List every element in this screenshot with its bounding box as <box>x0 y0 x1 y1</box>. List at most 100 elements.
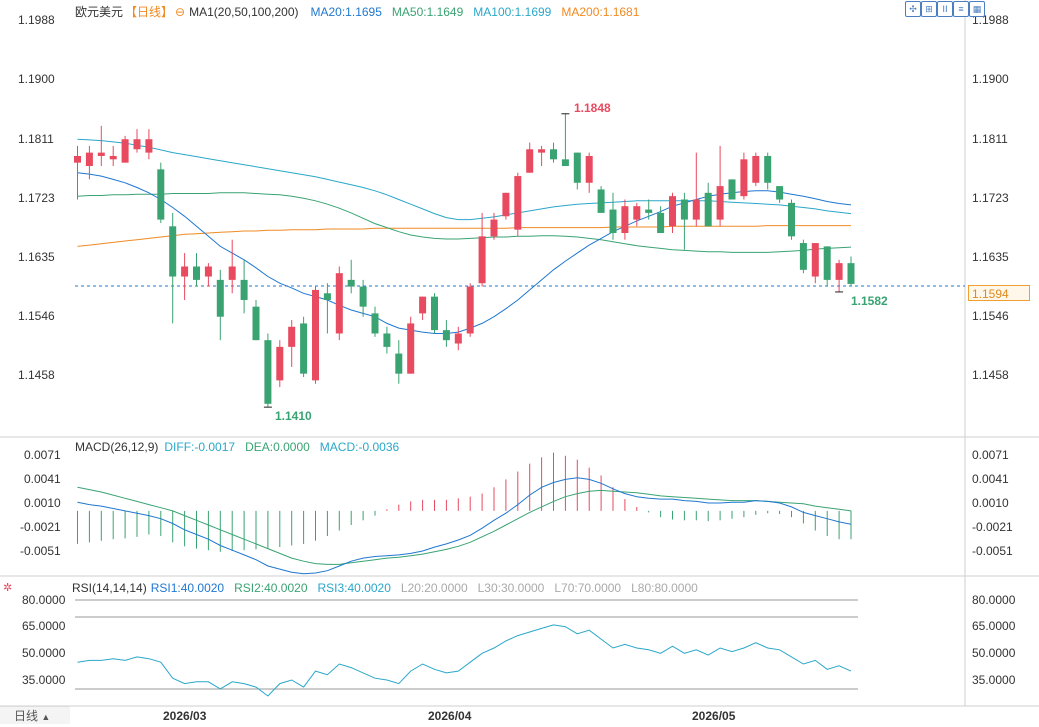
current-price-value: 1.1594 <box>972 287 1009 301</box>
candle-body <box>692 199 700 220</box>
macd-tick-left: 0.0010 <box>24 496 61 510</box>
candle <box>478 212 486 287</box>
macd-tick: 0.0071 <box>972 448 1009 462</box>
candle <box>538 145 546 167</box>
eye-icon[interactable]: ⊖ <box>175 5 186 19</box>
rsi-l30: L30:30.0000 <box>477 581 545 595</box>
rsi-tick: 35.0000 <box>972 673 1016 687</box>
candle-body <box>621 206 629 233</box>
candle-body <box>442 330 450 341</box>
price-tick: 1.1546 <box>972 309 1009 323</box>
grid-icon[interactable]: ▦ <box>969 1 985 17</box>
price-tick: 1.1458 <box>972 368 1009 382</box>
rsi-series <box>77 624 852 697</box>
candle-body <box>669 196 676 227</box>
crosshair-icon[interactable]: ✣ <box>905 1 921 17</box>
candle <box>121 135 129 163</box>
candle-body <box>157 169 165 220</box>
candle-body <box>74 155 81 163</box>
macd-tick-left: -0.0051 <box>20 544 61 558</box>
candle <box>383 326 391 354</box>
rsi-tick-left: 35.0000 <box>22 673 66 687</box>
candle <box>133 129 141 153</box>
candle-body <box>847 263 855 284</box>
price-tick: 1.1635 <box>972 250 1009 264</box>
candle-body <box>633 206 641 220</box>
candle-body <box>145 139 153 153</box>
candle <box>109 145 117 167</box>
candle <box>228 239 236 294</box>
candle-body <box>704 192 712 227</box>
x-axis-label: 2026/03 <box>163 709 207 723</box>
period-switch-label: 日线 <box>14 709 39 723</box>
candle-body <box>716 186 724 220</box>
candle-body <box>383 333 391 347</box>
price-tick-left: 1.1458 <box>18 368 55 382</box>
candle <box>788 199 795 240</box>
price-tick-left: 1.1723 <box>18 191 55 205</box>
candle <box>371 306 379 337</box>
rsi-tick: 80.0000 <box>972 593 1016 607</box>
candle <box>407 316 415 374</box>
rsi-label: RSI(14,14,14) <box>72 581 147 595</box>
candle-body <box>431 296 438 331</box>
price-axis: 1.1988 1.1900 1.1811 1.1723 1.1635 1.154… <box>972 13 1009 382</box>
candle <box>835 259 843 292</box>
candle <box>431 293 438 334</box>
candle <box>526 142 534 173</box>
candles <box>74 113 855 408</box>
rsi-tick: 50.0000 <box>972 646 1016 660</box>
candle-body <box>764 155 772 183</box>
candle <box>692 152 700 227</box>
candle-body <box>335 273 343 334</box>
macd-tick: 0.0010 <box>972 496 1009 510</box>
ma100-value: MA100:1.1699 <box>473 5 552 19</box>
x-axis: 2026/03 2026/04 2026/05 <box>163 709 736 723</box>
candle-body <box>181 266 189 277</box>
candle-body <box>573 152 581 183</box>
candle <box>193 253 200 287</box>
price-tick-left: 1.1900 <box>18 72 55 86</box>
symbol-name: 欧元美元 <box>75 5 124 19</box>
ma-label: MA1(20,50,100,200) <box>189 5 299 19</box>
candle-body <box>657 212 665 233</box>
macd-dea-value: DEA:0.0000 <box>245 440 310 454</box>
rsi-tick-left: 80.0000 <box>22 593 66 607</box>
high-annotation: 1.1848 <box>574 101 611 115</box>
candle <box>669 192 676 233</box>
price-tick: 1.1811 <box>972 132 1008 146</box>
indicator-icon[interactable]: ⅠⅠ <box>937 1 953 17</box>
candle-body <box>300 323 308 374</box>
candle-body <box>799 243 807 270</box>
candle-body <box>204 266 212 277</box>
current-price-flag: 1.1594 <box>968 285 1030 301</box>
candle <box>847 256 855 287</box>
candle-body <box>502 192 510 217</box>
period-label: 【日线】 <box>125 5 174 19</box>
rsi-axis: 80.0000 65.0000 50.0000 35.0000 80.0000 … <box>22 593 1016 687</box>
list-icon[interactable]: ≡ <box>953 1 969 17</box>
macd-tick-left: 0.0071 <box>24 448 61 462</box>
candle <box>680 192 688 250</box>
candle <box>216 269 224 341</box>
candle <box>502 192 510 220</box>
period-switch-button[interactable]: 日线 ▲ <box>0 706 70 724</box>
zoom-fit-icon[interactable]: ⊞ <box>921 1 937 17</box>
candle-body <box>347 279 355 287</box>
candle <box>657 206 665 233</box>
candle-body <box>288 326 296 347</box>
gear-icon[interactable]: ✲ <box>3 582 12 594</box>
candle-body <box>561 159 569 167</box>
candle <box>585 152 593 193</box>
rsi2-value: RSI2:40.0020 <box>234 581 308 595</box>
candle-body <box>407 323 415 374</box>
rsi-legend: RSI(14,14,14) RSI1:40.0020 RSI2:40.0020 RSI… <box>72 581 708 595</box>
candle-body <box>478 236 486 284</box>
moving-averages <box>77 138 852 334</box>
candle-body <box>680 199 688 220</box>
price-tick-left: 1.1635 <box>18 250 55 264</box>
candle-body <box>85 152 93 167</box>
macd-diff-value: DIFF:-0.0017 <box>164 440 236 454</box>
candle-body <box>371 313 379 334</box>
